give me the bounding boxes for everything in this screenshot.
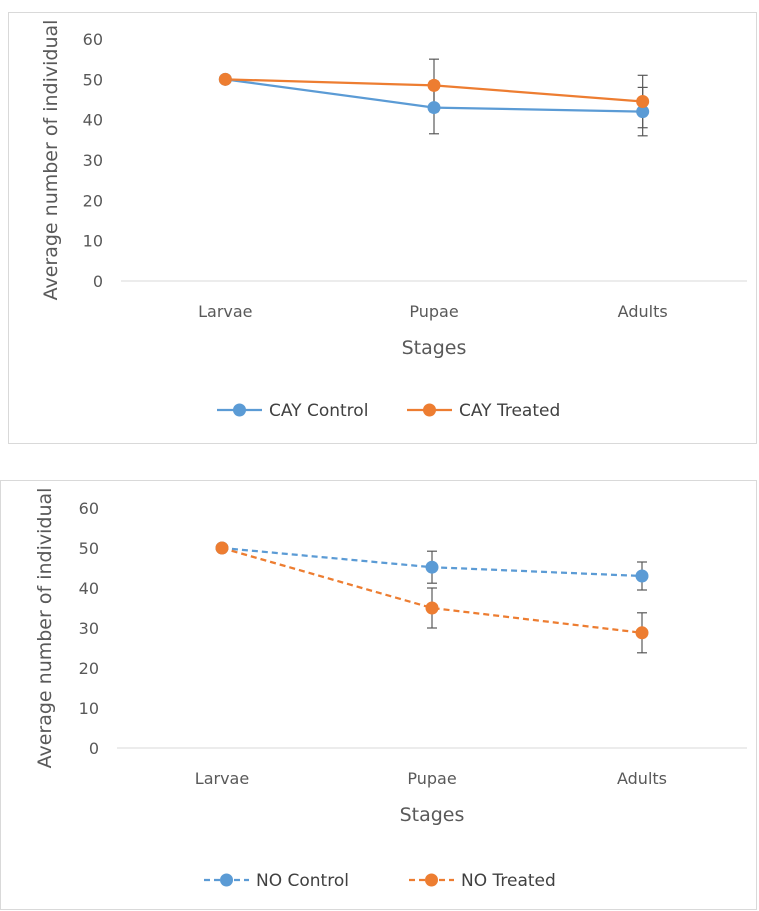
data-point-1 (215, 541, 229, 555)
y-tick-label: 0 (89, 739, 99, 758)
legend-marker (233, 403, 246, 417)
series-line-1 (221, 546, 643, 634)
data-point-1 (425, 601, 439, 615)
x-tick-label: Adults (618, 302, 668, 321)
y-tick-label: 30 (79, 619, 99, 638)
legend-label: CAY Control (269, 401, 368, 421)
y-tick-label: 10 (79, 699, 99, 718)
data-point-0 (636, 105, 650, 119)
legend-label: NO Control (256, 871, 349, 891)
x-axis-title: Stages (400, 804, 465, 826)
legend-marker (220, 873, 233, 887)
y-tick-label: 40 (79, 579, 99, 598)
data-point-0 (635, 569, 649, 583)
data-point-1 (636, 95, 650, 109)
legend-label: NO Treated (461, 871, 556, 891)
y-tick-label: 60 (79, 499, 99, 518)
x-tick-label: Larvae (195, 769, 249, 788)
y-tick-label: 10 (83, 232, 103, 251)
x-tick-label: Pupae (409, 302, 458, 321)
y-tick-label: 50 (79, 539, 99, 558)
chart-panel-cay: 0 10 20 30 40 50 60 Larvae Pupae Adults Stages Aver… (8, 12, 757, 444)
y-tick-label: 30 (83, 151, 103, 170)
data-point-1 (218, 72, 232, 86)
y-axis-title: Average number of individual (40, 20, 62, 301)
data-point-1 (635, 626, 649, 640)
data-point-1 (427, 78, 441, 92)
legend-marker (425, 873, 438, 887)
legend-label: CAY Treated (459, 401, 560, 421)
y-tick-label: 60 (83, 30, 103, 49)
y-tick-label: 50 (83, 70, 103, 89)
y-tick-label: 20 (83, 191, 103, 210)
chart-panel-no: 0 10 20 30 40 50 60 Larvae Pupae Adults Stages Aver… (0, 480, 757, 910)
data-point-0 (427, 101, 441, 115)
x-tick-label: Pupae (407, 769, 456, 788)
data-point-0 (425, 560, 439, 574)
chart-no: 0 10 20 30 40 50 60 Larvae Pupae Adults Stages Aver… (34, 488, 747, 891)
y-axis-title: Average number of individual (34, 488, 56, 769)
chart-cay: 0 10 20 30 40 50 60 Larvae Pupae Adults Stages Aver… (40, 20, 747, 421)
y-tick-label: 0 (93, 272, 103, 291)
y-tick-label: 40 (83, 111, 103, 130)
x-tick-label: Adults (617, 769, 667, 788)
legend-marker (423, 403, 436, 417)
x-axis-title: Stages (402, 337, 467, 359)
x-tick-label: Larvae (198, 302, 252, 321)
y-tick-label: 20 (79, 659, 99, 678)
